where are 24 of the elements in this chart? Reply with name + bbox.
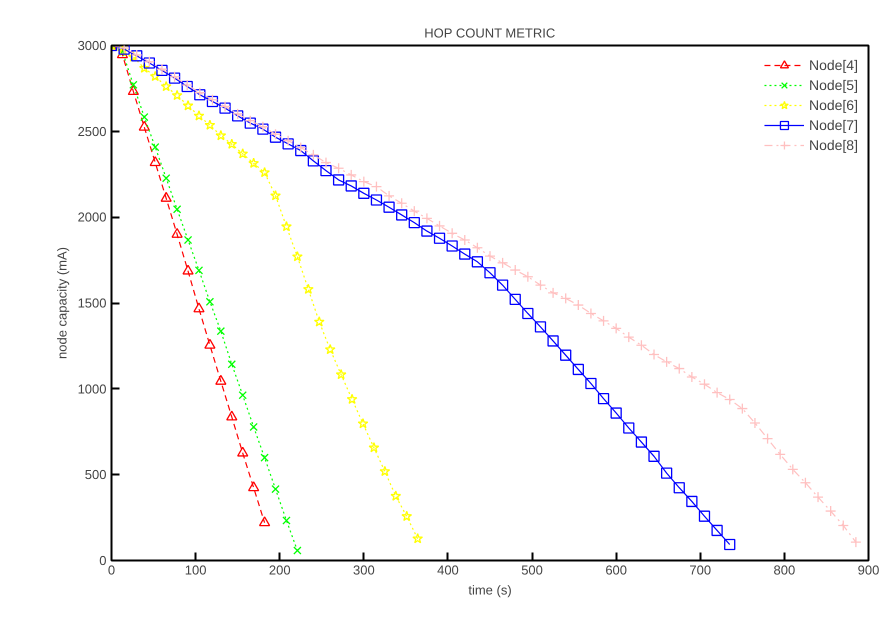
- chart-title: HOP COUNT METRIC: [424, 26, 556, 40]
- y-tick-label: 2000: [78, 210, 106, 225]
- y-axis-title: node capacity (mA): [54, 246, 70, 359]
- y-tick-label: 2500: [78, 124, 106, 139]
- x-axis-title: time (s): [468, 582, 512, 598]
- y-tick-label: 500: [84, 467, 107, 482]
- y-tick-label: 0: [99, 553, 107, 568]
- x-tick-label: 800: [774, 562, 796, 578]
- x-tick-label: 500: [521, 562, 543, 578]
- x-tick-label: 300: [352, 562, 375, 578]
- x-tick-label: 900: [858, 562, 880, 578]
- x-tick-label: 700: [689, 562, 712, 578]
- legend-label: Node[8]: [808, 137, 858, 153]
- x-tick-label: 100: [184, 562, 206, 578]
- legend-label: Node[6]: [808, 97, 858, 113]
- legend-label: Node[5]: [808, 77, 858, 93]
- legend-label: Node[4]: [808, 57, 858, 73]
- x-tick-label: 200: [268, 562, 291, 578]
- y-tick-label: 1000: [78, 381, 106, 396]
- legend-label: Node[7]: [808, 117, 858, 133]
- y-tick-label: 3000: [78, 38, 106, 53]
- y-tick-label: 1500: [78, 296, 106, 310]
- x-tick-label: 600: [605, 562, 628, 578]
- x-tick-label: 400: [437, 562, 459, 578]
